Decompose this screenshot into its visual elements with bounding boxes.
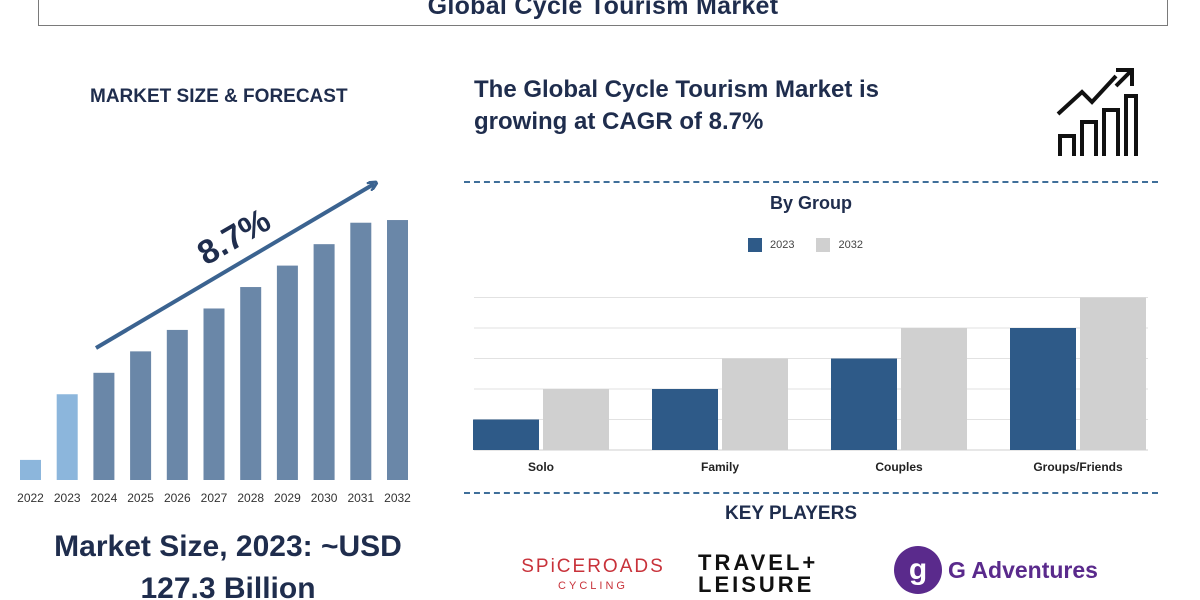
- bar-growth-arrow-icon: [1056, 68, 1138, 156]
- forecast-bar-2024: [93, 372, 115, 480]
- forecast-year-label: 2022: [17, 491, 44, 505]
- forecast-bar-2023: [56, 394, 78, 480]
- market-forecast-chart: 2022 2023 2024 2025 2026 2027 2028 2029 2030 2031…: [17, 160, 411, 505]
- spiceroads-logo-sub: CYCLING: [558, 580, 628, 592]
- forecast-year-label: 2024: [91, 491, 118, 505]
- market-size-line1: Market Size, 2023: ~USD: [54, 530, 402, 563]
- forecast-bar-2032: [387, 220, 408, 480]
- by-group-title: By Group: [769, 193, 852, 213]
- key-players-title: KEY PLAYERS: [725, 503, 857, 524]
- forecast-year-label: 2028: [237, 491, 264, 505]
- legend-swatch-2032: [816, 238, 831, 252]
- g-adventures-logo: g G Adventures: [894, 546, 1098, 594]
- group-category-label: Couples: [875, 460, 923, 474]
- group-bar-groups-friends-2032: [1080, 297, 1146, 450]
- spiceroads-logo: SPiCEROADS CYCLING: [518, 556, 668, 592]
- forecast-year-label: 2029: [274, 491, 301, 505]
- forecast-year-label: 2032: [384, 491, 411, 505]
- cagr-headline: The Global Cycle Tourism Market is growi…: [474, 74, 994, 138]
- forecast-year-label: 2025: [127, 491, 154, 505]
- forecast-bar-2027: [203, 308, 225, 480]
- headline-line1: The Global Cycle Tourism Market is: [474, 76, 879, 103]
- group-bar-solo-2032: [543, 389, 609, 450]
- legend-swatch-2023: [748, 238, 762, 252]
- by-group-chart: Solo Family Couples Groups/Friends: [473, 297, 1148, 474]
- title-box: Global Cycle Tourism Market: [38, 0, 1168, 26]
- g-adventures-name: G Adventures: [948, 556, 1098, 583]
- market-size-forecast-label: MARKET SIZE & FORECAST: [90, 86, 348, 107]
- forecast-bar-2026: [166, 329, 188, 480]
- market-size-text: Market Size, 2023: ~USD 127.3 Billion: [0, 526, 456, 600]
- legend-label-2023: 2023: [770, 239, 795, 251]
- group-category-label: Family: [701, 460, 739, 474]
- group-bar-couples-2023: [831, 358, 897, 450]
- headline-line2: growing at CAGR of 8.7%: [474, 108, 764, 135]
- group-category-label: Solo: [528, 460, 554, 474]
- spiceroads-logo-main: SPiCEROADS: [521, 556, 665, 577]
- group-bar-family-2032: [722, 358, 788, 450]
- forecast-bar-2022: [20, 459, 41, 480]
- section-divider-top: [464, 181, 1158, 183]
- by-group-legend: 2023 2032: [748, 238, 863, 252]
- page-title: Global Cycle Tourism Market: [427, 0, 779, 20]
- forecast-bar-2030: [313, 244, 335, 480]
- forecast-year-label: 2031: [347, 491, 374, 505]
- legend-label-2032: 2032: [838, 239, 863, 251]
- g-adventures-mark: g: [894, 546, 942, 594]
- forecast-bar-2025: [130, 351, 152, 480]
- legend-item-2032: 2032: [816, 238, 863, 252]
- group-bar-groups-friends-2023: [1010, 328, 1076, 450]
- group-bar-solo-2023: [473, 419, 539, 450]
- legend-item-2023: 2023: [748, 238, 794, 252]
- group-bar-family-2023: [652, 389, 718, 450]
- forecast-bar-2028: [240, 287, 262, 480]
- group-category-label: Groups/Friends: [1033, 460, 1123, 474]
- section-divider-bottom: [464, 492, 1158, 494]
- forecast-year-label: 2023: [54, 491, 81, 505]
- forecast-year-label: 2030: [311, 491, 338, 505]
- travel-leisure-line2: LEISURE: [698, 572, 815, 597]
- forecast-bar-2031: [350, 222, 372, 480]
- market-size-line2: 127.3 Billion: [140, 572, 316, 600]
- travel-leisure-logo: TRAVEL+ LEISURE: [698, 552, 818, 596]
- cagr-annotation: 8.7%: [191, 201, 277, 273]
- group-bar-couples-2032: [901, 328, 967, 450]
- growth-trend-arrow: [94, 184, 374, 350]
- forecast-year-label: 2027: [201, 491, 228, 505]
- forecast-year-label: 2026: [164, 491, 191, 505]
- forecast-bar-2029: [276, 265, 298, 480]
- travel-leisure-line1: TRAVEL+: [698, 550, 819, 575]
